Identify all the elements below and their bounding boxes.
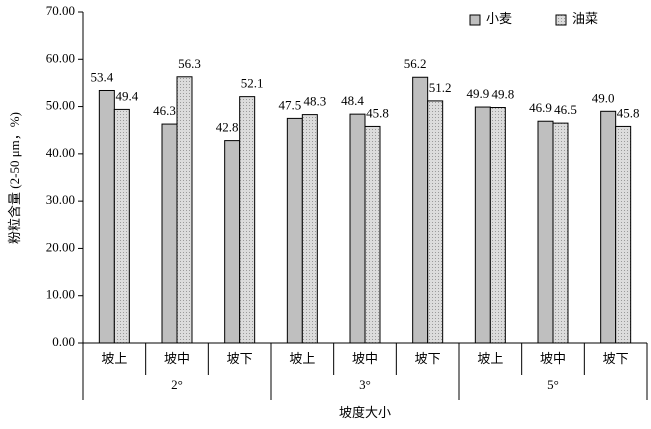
value-label: 47.5 [278, 97, 301, 112]
x-tick-label: 坡中 [540, 351, 566, 366]
value-label: 49.8 [491, 87, 514, 102]
legend-label: 油菜 [572, 11, 598, 26]
value-label: 48.3 [303, 94, 326, 109]
y-tick-label: 0.00 [52, 334, 75, 349]
bar [176, 76, 193, 344]
value-label: 45.8 [366, 105, 389, 120]
bar [600, 110, 617, 344]
bar [113, 108, 130, 344]
bar [224, 140, 241, 344]
x-tick-label: 坡下 [415, 351, 441, 366]
group-label: 2° [171, 377, 183, 392]
value-label: 49.9 [466, 86, 489, 101]
value-label: 52.1 [241, 76, 264, 91]
x-tick-label: 坡上 [477, 351, 503, 366]
x-tick-label: 坡下 [227, 351, 253, 366]
bar [286, 117, 303, 344]
x-tick-label: 坡下 [603, 351, 629, 366]
x-tick-label: 坡中 [164, 351, 190, 366]
bar [552, 122, 569, 344]
value-label: 49.0 [592, 90, 615, 105]
bar [239, 96, 256, 344]
legend-swatch [555, 14, 567, 26]
y-tick-label: 40.00 [46, 145, 75, 160]
bar [349, 113, 366, 344]
y-tick-label: 70.00 [46, 3, 75, 18]
bar [427, 100, 444, 344]
y-tick-label: 20.00 [46, 239, 75, 254]
bar [474, 106, 491, 344]
value-label: 48.4 [341, 93, 364, 108]
group-label: 3° [359, 377, 371, 392]
value-label: 56.2 [404, 56, 427, 71]
value-label: 45.8 [617, 105, 640, 120]
y-tick-label: 50.00 [46, 98, 75, 113]
value-label: 42.8 [216, 120, 239, 135]
x-tick-label: 坡上 [101, 351, 127, 366]
bar [161, 123, 178, 344]
legend-label: 小麦 [486, 11, 512, 26]
y-tick-label: 10.00 [46, 287, 75, 302]
y-tick-label: 60.00 [46, 50, 75, 65]
y-tick-label: 30.00 [46, 192, 75, 207]
bar [301, 114, 318, 344]
value-label: 46.3 [153, 103, 176, 118]
group-label: 5° [547, 377, 559, 392]
value-label: 46.9 [529, 100, 552, 115]
value-label: 56.3 [178, 56, 201, 71]
bar [364, 125, 381, 344]
x-tick-label: 坡上 [289, 351, 315, 366]
bar [615, 125, 632, 344]
bar [98, 89, 115, 344]
bar [489, 107, 506, 344]
bar [537, 120, 554, 344]
x-tick-label: 坡中 [352, 351, 378, 366]
bar [412, 76, 429, 344]
value-label: 46.5 [554, 102, 577, 117]
y-axis-title: 粉粒含量 (2-50 μm，%) [7, 112, 22, 244]
value-label: 53.4 [90, 69, 113, 84]
value-label: 49.4 [115, 88, 138, 103]
x-axis-title: 坡度大小 [339, 405, 391, 420]
legend-swatch [469, 14, 481, 26]
value-label: 51.2 [429, 80, 452, 95]
